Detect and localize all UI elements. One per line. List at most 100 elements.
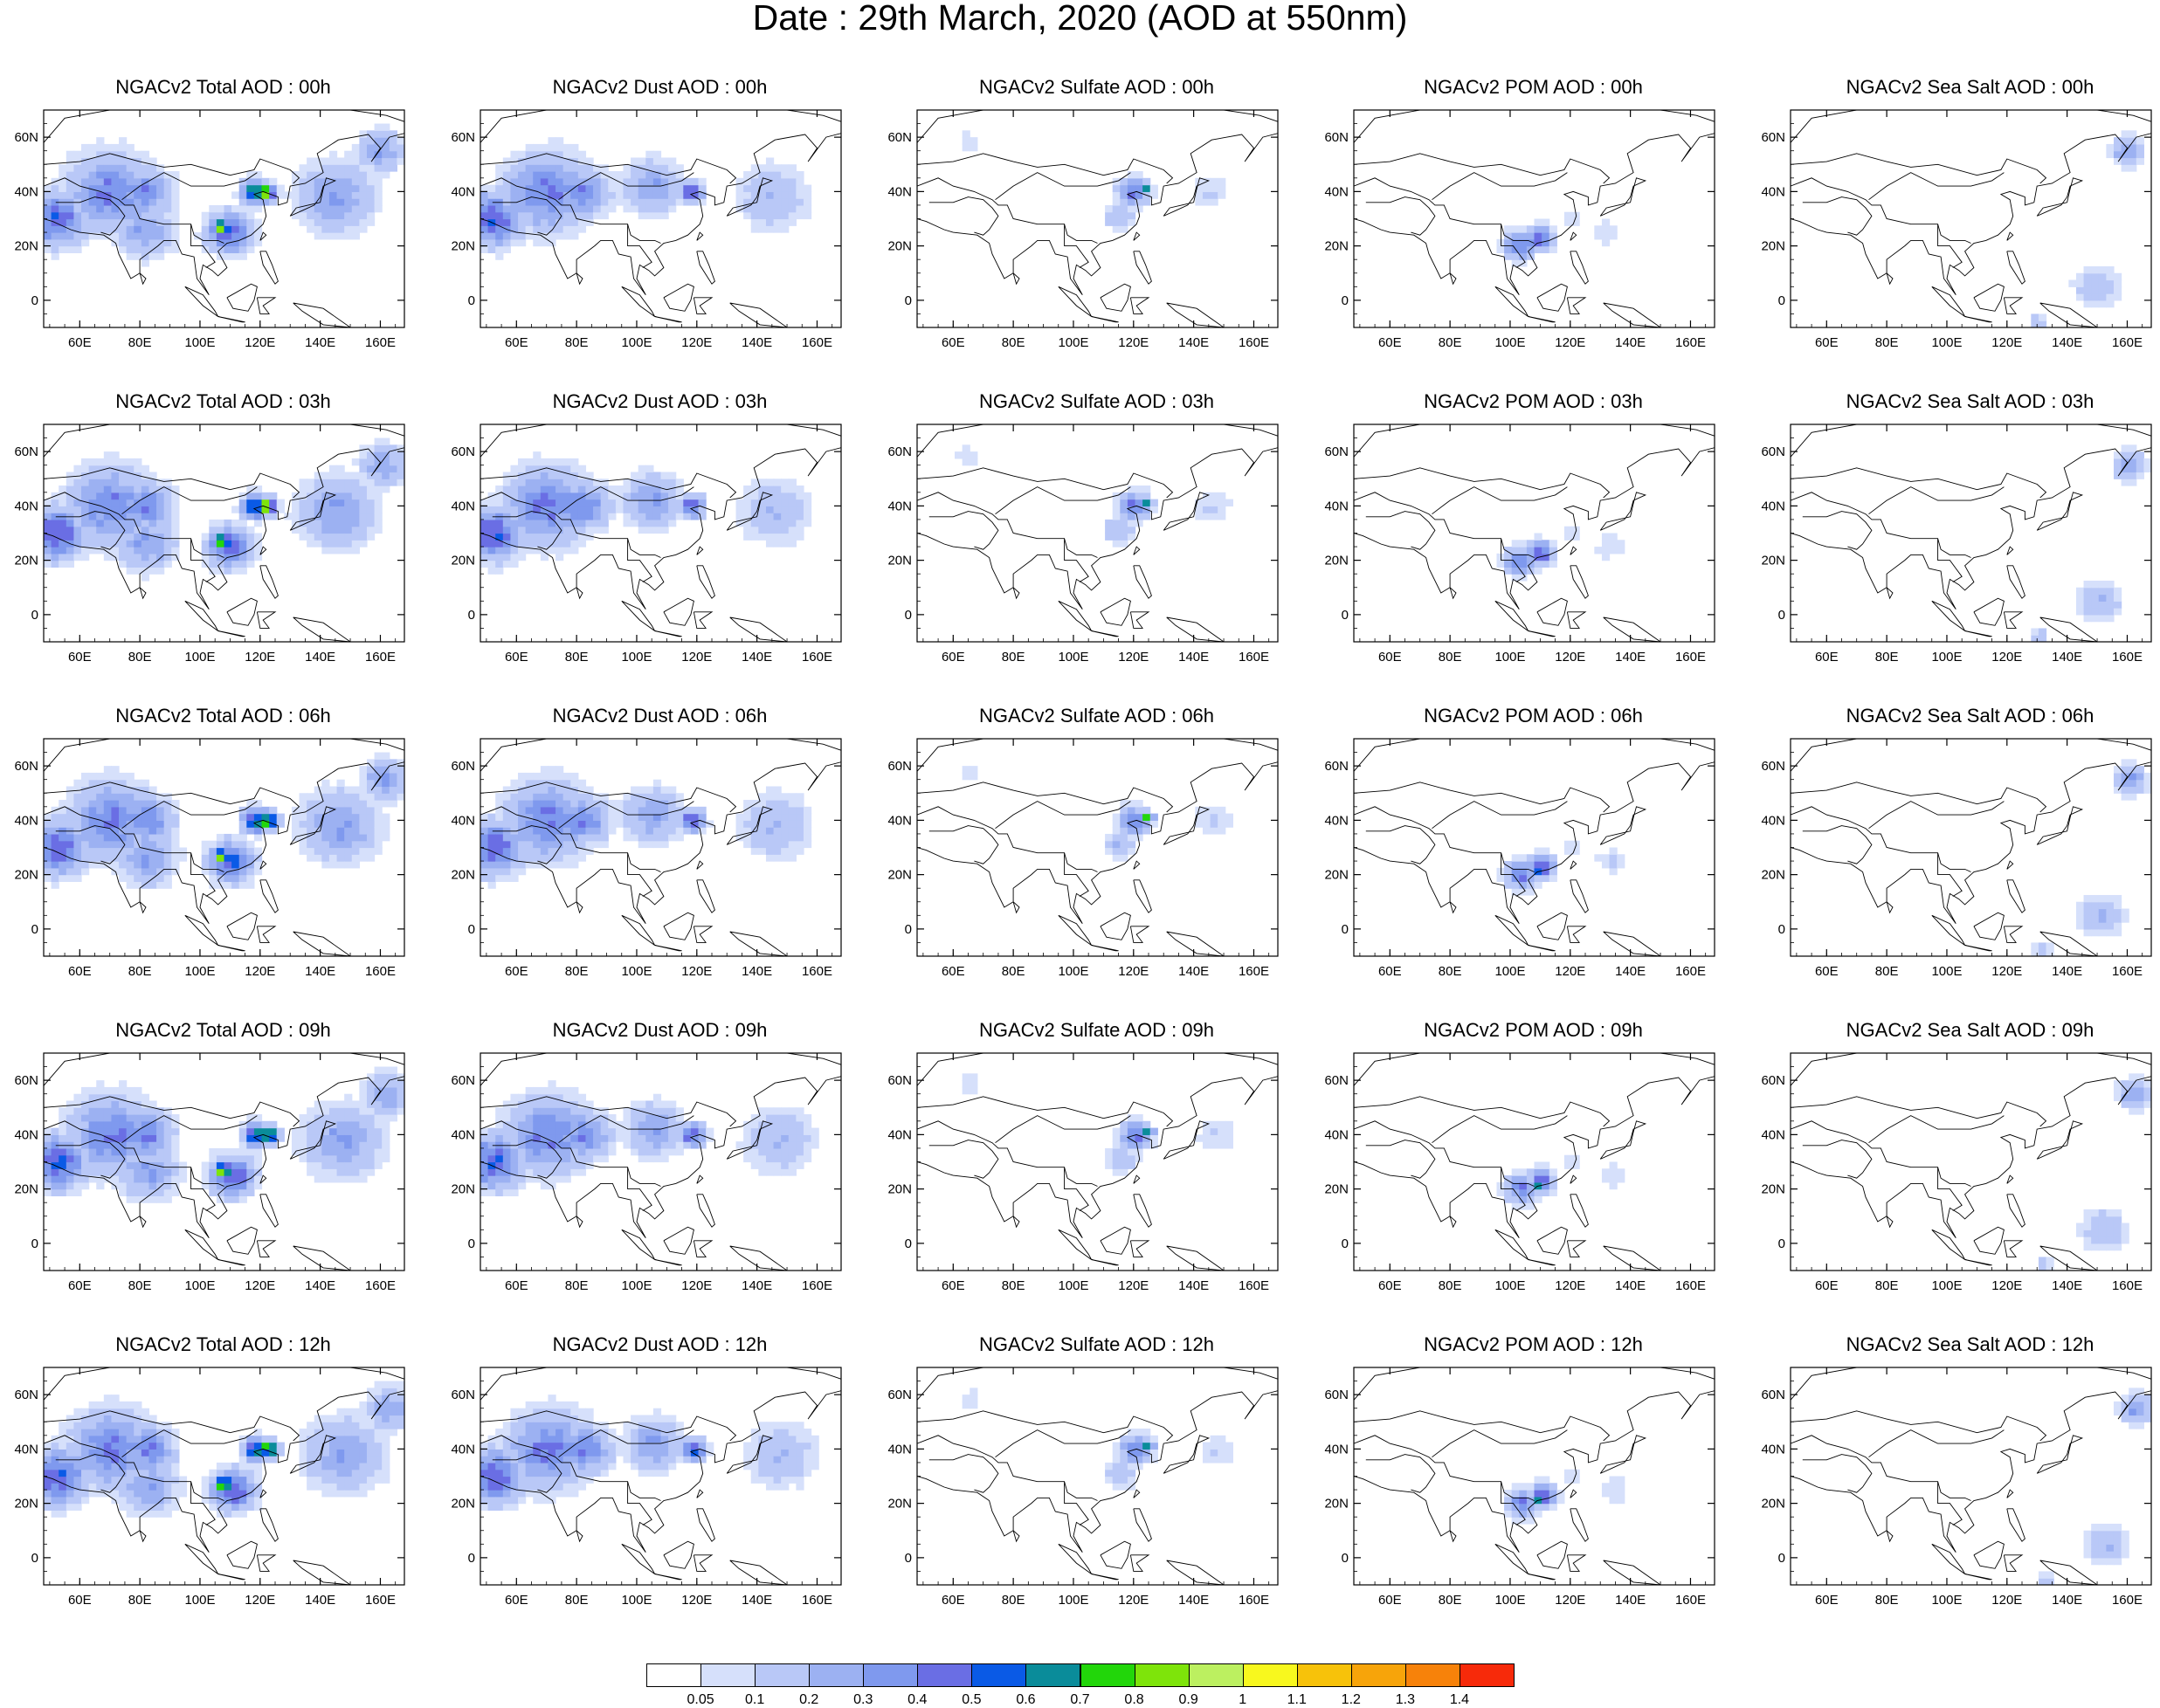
aod-cell xyxy=(253,506,263,513)
aod-cell xyxy=(397,766,404,774)
aod-cell xyxy=(336,486,345,493)
aod-cell xyxy=(269,813,278,821)
aod-cell xyxy=(585,499,594,506)
aod-cell xyxy=(209,867,217,876)
aod-cell xyxy=(307,854,315,862)
aod-cell xyxy=(81,506,90,513)
aod-cell xyxy=(366,444,376,452)
aod-cell xyxy=(224,567,232,575)
aod-cell xyxy=(336,519,345,527)
aod-cell xyxy=(2098,1229,2107,1237)
aod-cell xyxy=(1112,1141,1121,1149)
map-panel-seasalt-0h: NGACv2 Sea Salt AOD : 00h 60E 80E 100E 120E 1… xyxy=(1747,77,2160,391)
aod-cell xyxy=(2113,601,2122,609)
aod-cell xyxy=(556,191,564,199)
aod-cell xyxy=(758,533,767,541)
aod-cell xyxy=(307,1141,315,1149)
aod-cell xyxy=(126,1127,135,1135)
aod-cell xyxy=(1195,191,1204,199)
aod-cell xyxy=(141,800,150,808)
aod-cell xyxy=(1534,861,1542,869)
aod-cell xyxy=(1511,547,1520,554)
x-tick-label: 120E xyxy=(1991,1278,2022,1293)
aod-cell xyxy=(652,806,662,815)
aod-cell xyxy=(81,1154,90,1163)
aod-cell xyxy=(750,806,759,815)
aod-cell xyxy=(246,499,255,506)
aod-cell xyxy=(351,1134,360,1142)
aod-cell xyxy=(111,1483,120,1491)
aod-cell xyxy=(359,157,368,165)
aod-cell xyxy=(96,847,105,855)
aod-cell xyxy=(163,1188,172,1197)
aod-cell xyxy=(366,465,376,473)
aod-cell xyxy=(556,854,564,862)
aod-cell xyxy=(525,854,534,862)
aod-cell xyxy=(548,1093,556,1102)
aod-cell xyxy=(359,1168,368,1176)
aod-cell xyxy=(88,1100,97,1108)
aod-cell xyxy=(796,191,804,199)
aod-cell xyxy=(224,1168,232,1176)
aod-cell xyxy=(1609,232,1618,240)
aod-cell xyxy=(645,526,654,534)
aod-cell xyxy=(548,1086,556,1095)
aod-cell xyxy=(1519,874,1528,883)
aod-cell xyxy=(59,232,67,240)
aod-cell xyxy=(276,184,285,192)
aod-cell xyxy=(163,813,172,821)
aod-cell xyxy=(525,472,534,479)
aod-cell xyxy=(253,1490,263,1498)
aod-cell xyxy=(562,800,571,808)
aod-cell xyxy=(88,1114,97,1122)
aod-cell xyxy=(66,1120,75,1129)
aod-cell xyxy=(96,232,105,240)
aod-cell xyxy=(321,177,330,186)
aod-cell xyxy=(743,1120,752,1129)
aod-cell xyxy=(660,840,669,849)
aod-cell xyxy=(1195,513,1204,520)
aod-cell xyxy=(307,1476,315,1484)
aod-cell xyxy=(652,479,662,486)
aod-cell xyxy=(103,177,113,186)
aod-cell xyxy=(397,451,404,459)
aod-cell xyxy=(163,833,172,842)
aod-cell xyxy=(382,1100,390,1108)
aod-cell xyxy=(96,813,105,821)
panel-title: NGACv2 Total AOD : 12h xyxy=(115,1333,331,1355)
aod-cell xyxy=(1609,533,1618,541)
aod-cell xyxy=(389,472,397,479)
aod-cell xyxy=(548,1080,556,1088)
aod-cell xyxy=(510,560,519,568)
aod-cell xyxy=(314,1161,322,1169)
aod-cell xyxy=(126,232,135,240)
aod-cell xyxy=(336,499,345,506)
aod-cell xyxy=(556,150,564,159)
y-tick-label: 20N xyxy=(887,239,912,254)
aod-cell xyxy=(314,800,322,808)
y-tick-label: 60N xyxy=(451,130,475,145)
aod-cell xyxy=(351,1147,360,1156)
aod-cell xyxy=(238,1188,247,1197)
aod-cell xyxy=(1120,813,1128,821)
aod-cell xyxy=(359,486,368,493)
aod-cell xyxy=(660,506,669,513)
aod-cell xyxy=(88,177,97,186)
aod-cell xyxy=(374,184,383,192)
aod-cell xyxy=(382,813,390,821)
aod-cell xyxy=(336,813,345,821)
aod-cell xyxy=(750,486,759,493)
aod-cell xyxy=(366,772,376,781)
aod-cell xyxy=(366,137,376,145)
aod-cell xyxy=(238,854,247,862)
aod-cell xyxy=(660,211,669,220)
aod-cell xyxy=(1542,854,1550,862)
aod-cell xyxy=(148,854,157,862)
aod-cell xyxy=(525,499,534,506)
aod-cell xyxy=(328,191,338,199)
aod-cell xyxy=(103,1401,113,1409)
aod-cell xyxy=(299,506,307,513)
aod-cell xyxy=(773,198,782,206)
aod-cell xyxy=(2106,922,2115,930)
aod-cell xyxy=(502,867,512,876)
